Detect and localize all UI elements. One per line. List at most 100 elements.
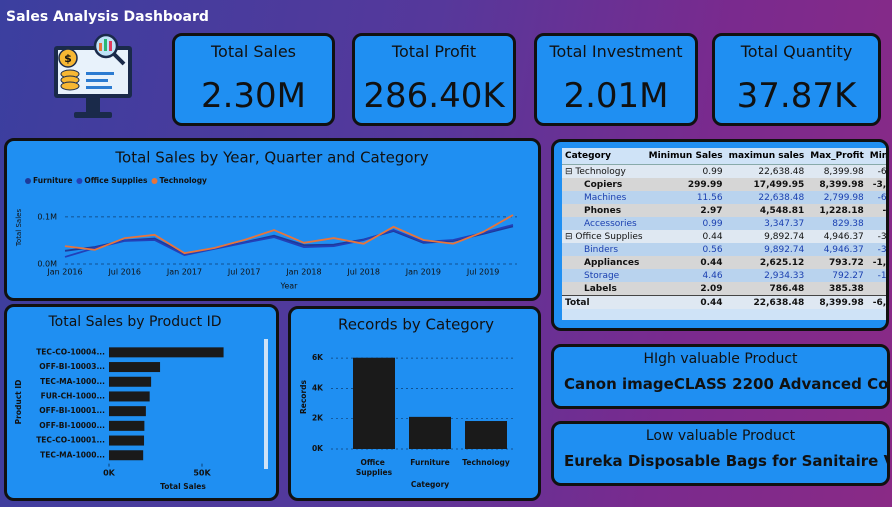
scrollbar[interactable] [264, 339, 268, 469]
table-cell: 11.56 [696, 192, 723, 203]
table-cell: -3,701.89 [877, 231, 886, 242]
x-tick-label: Jan 2019 [405, 268, 441, 277]
table-cell: Machines [562, 191, 646, 204]
cell-text: Accessories [584, 218, 637, 229]
card-value: Canon imageCLASS 2200 Advanced Copier [564, 375, 887, 393]
cell-text: Machines [584, 192, 627, 203]
table-cell: ⊟ Office Supplies [562, 230, 646, 243]
x-tick-label: Jul 2016 [107, 268, 141, 277]
y-tick-label: 0K [312, 444, 324, 453]
table-cell: 0.99 [702, 166, 723, 177]
bar-chart-panel: Records by Category 0K 2K 4K 6K Office Suppli… [288, 306, 541, 501]
x-tick-label: Jan 2016 [46, 268, 82, 277]
table-row: Phones 2.97 4,548.81 1,228.18 -386.39 [562, 204, 886, 217]
table-cell: 0.44 [702, 231, 723, 242]
table-cell: -3,701.89 [877, 244, 886, 255]
kpi-value: 37.87K [736, 76, 857, 116]
x-tick-label: 0K [103, 469, 116, 478]
table-cell: Phones [562, 204, 646, 217]
table-cell: -3,839.99 [872, 179, 886, 190]
y-tick-label: 0.0M [37, 260, 57, 269]
chart-title: Total Sales by Product ID [48, 314, 222, 330]
kpi-card: Total Investment 2.01M [534, 33, 698, 126]
bar [353, 357, 395, 449]
info-card: HIgh valuable Product Canon imageCLASS 2… [551, 344, 890, 409]
table-row: Copiers 299.99 17,499.95 8,399.98 -3,839.99 [562, 178, 886, 191]
table-cell: 1,228.18 [819, 205, 864, 216]
table-cell: 9,892.74 [764, 231, 805, 242]
table-panel: Category Minimun Sales maximun sales Max_Pr… [551, 139, 889, 331]
info-card: Low valuable Product Eureka Disposable B… [551, 421, 890, 486]
table-cell: 2,799.98 [823, 192, 864, 203]
table-cell: 8,399.98 [823, 166, 864, 177]
chart-title: Total Sales by Year, Quarter and Categor… [114, 149, 428, 167]
kpi-label: Total Profit [391, 42, 477, 61]
hbar-chart: Total Sales by Product ID TEC-CO-10004...… [14, 314, 268, 491]
table-cell: 2.09 [700, 283, 723, 294]
dashboard-icon: $ [54, 33, 132, 118]
bar [109, 347, 224, 358]
y-axis-title: Records [299, 379, 308, 414]
table-cell: 2.97 [700, 205, 723, 216]
table-cell: -6,599.98 [877, 166, 886, 177]
kpi-value: 2.01M [563, 76, 669, 116]
table-cell: 4,548.81 [759, 205, 805, 216]
kpi-card: Total Quantity 37.87K [712, 33, 881, 126]
table-cell: 22,638.48 [753, 297, 805, 308]
x-tick-label: Jan 2017 [166, 268, 202, 277]
table-cell: 3,347.37 [764, 218, 805, 229]
dashboard-title: Sales Analysis Dashboard [6, 9, 209, 25]
kpi-label: Total Investment [549, 42, 683, 61]
table-cell: 786.48 [769, 283, 805, 294]
table-cell: 0.99 [702, 218, 723, 229]
y-tick-label: FUR-CH-1000... [41, 391, 106, 400]
x-axis-title: Year [280, 282, 299, 291]
x-axis-title: Total Sales [160, 482, 206, 491]
table-cell: Accessories [562, 217, 646, 230]
table-cell: -1,181.28 [872, 257, 886, 268]
table-row: Appliances 0.44 2,625.12 793.72 -1,181.28 [562, 256, 886, 269]
x-tick-label: Jul 2019 [466, 268, 500, 277]
table-row: Storage 4.46 2,934.33 792.27 -1,049.34 [562, 269, 886, 282]
legend-marker [76, 178, 83, 184]
table-cell: Appliances [562, 256, 646, 269]
line-chart-panel: Total Sales by Year, Quarter and Categor… [4, 138, 541, 301]
cell-text: Appliances [584, 257, 640, 268]
y-tick-label: 2K [312, 414, 324, 423]
legend-label: Technology [159, 176, 207, 185]
cell-text: Total [565, 297, 590, 308]
line-chart: Total Sales by Year, Quarter and Categor… [15, 149, 517, 291]
y-axis-title: Product ID [14, 380, 23, 425]
legend-marker [25, 178, 31, 184]
svg-text:$: $ [64, 52, 72, 65]
table-cell: 299.99 [687, 179, 723, 190]
y-axis-title: Total Sales [15, 209, 23, 248]
kpi-card: Total Sales 2.30M [172, 33, 335, 126]
table-row: Labels 2.09 786.48 385.38-3.59 [562, 282, 886, 296]
bar [109, 420, 145, 431]
x-tick-label: Jul 2017 [227, 268, 261, 277]
bar [465, 421, 507, 449]
y-tick-label: TEC-MA-1000... [40, 377, 105, 386]
bar [109, 362, 161, 373]
kpi-label: Total Sales [210, 42, 297, 61]
table-cell: 792.27 [832, 270, 864, 281]
kpi-card: Total Profit 286.40K [352, 33, 516, 126]
table-cell: 8,399.98 [819, 179, 864, 190]
table-cell: 829.38 [832, 218, 864, 229]
table-cell: Labels [562, 282, 646, 296]
table-cell: -3.59 [867, 282, 886, 296]
bar [109, 450, 144, 461]
y-tick-label: 0.1M [37, 212, 57, 221]
column-header: Min_Profit [866, 148, 886, 165]
table-row: ⊟ Office Supplies 0.44 9,892.74 4,946.37 -3,… [562, 230, 886, 243]
card-label: HIgh valuable Product [643, 351, 798, 367]
header-row: Category Minimun Sales maximun sales Max_Pr… [562, 148, 886, 165]
table-row: Binders 0.56 9,892.74 4,946.37 -3,701.89 [562, 243, 886, 256]
table-cell: 22,638.48 [758, 192, 805, 203]
table-cell: Storage [562, 269, 646, 282]
expand-icon: ⊟ [565, 231, 576, 242]
y-tick-label: TEC-MA-1000... [40, 450, 105, 459]
bar-chart: Records by Category 0K 2K 4K 6K Office Suppli… [299, 316, 516, 489]
